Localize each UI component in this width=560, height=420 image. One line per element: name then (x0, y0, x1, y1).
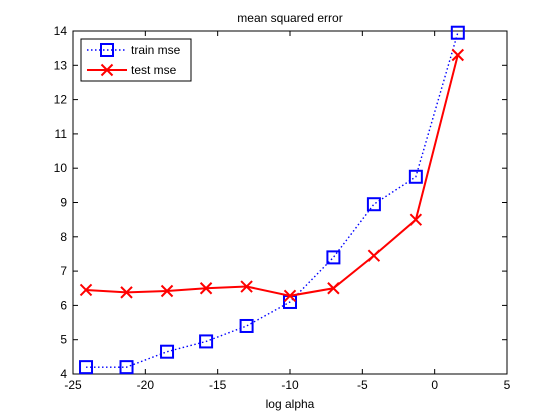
y-tick-label: 13 (54, 58, 68, 72)
train-mse-point (79, 360, 94, 375)
legend-marker-x (100, 63, 114, 77)
x-tick-label: -5 (357, 378, 368, 392)
x-tick-label: 0 (431, 378, 438, 392)
train-mse-point (326, 250, 341, 265)
test-mse-point (79, 283, 93, 297)
y-tick-label: 7 (60, 264, 67, 278)
plot-area: -25 -20 -15 -10 -5 0 5 4 5 6 7 8 9 10 11 12 13 14 train ms… (54, 24, 511, 392)
y-tick-label: 10 (54, 161, 68, 175)
chart-title: mean squared error (237, 11, 342, 25)
test-mse-point (409, 213, 423, 226)
test-mse-point (283, 289, 297, 303)
y-tick-label: 4 (60, 367, 67, 381)
y-tick-label: 12 (54, 93, 68, 107)
y-tick-label: 11 (55, 127, 68, 141)
train-mse-point (199, 334, 214, 349)
series-line-test-mse (85, 54, 459, 297)
test-mse-point (451, 48, 465, 62)
y-tick-label: 6 (60, 298, 67, 312)
y-tick-label: 9 (60, 196, 67, 210)
y-tick-label: 14 (54, 24, 68, 38)
x-tick-label: -20 (137, 378, 155, 392)
legend-label: test mse (131, 63, 177, 77)
x-axis-label: log alpha (266, 397, 315, 411)
test-mse-point (367, 249, 381, 262)
x-tick-label: -25 (64, 378, 82, 392)
train-mse-point (408, 169, 423, 184)
test-mse-point (199, 282, 213, 295)
legend-box (80, 38, 192, 82)
test-mse-point (240, 280, 253, 293)
x-tick-label: -10 (281, 378, 299, 392)
test-mse-point (120, 286, 133, 299)
train-mse-point (119, 360, 134, 375)
x-tick-label: -15 (209, 378, 227, 392)
legend-label: train mse (131, 43, 181, 57)
train-mse-point (239, 318, 254, 333)
test-mse-point (160, 284, 174, 298)
x-tick-label: 5 (504, 378, 511, 392)
train-mse-point (450, 25, 465, 40)
series-line-train-mse (86, 32, 459, 368)
y-tick-label: 5 (60, 333, 67, 347)
train-mse-point (366, 197, 381, 212)
axes-box (72, 30, 508, 375)
y-tick-label: 8 (60, 230, 67, 244)
test-mse-point (327, 282, 340, 295)
train-mse-point (160, 344, 175, 359)
legend-marker-square (100, 43, 114, 57)
